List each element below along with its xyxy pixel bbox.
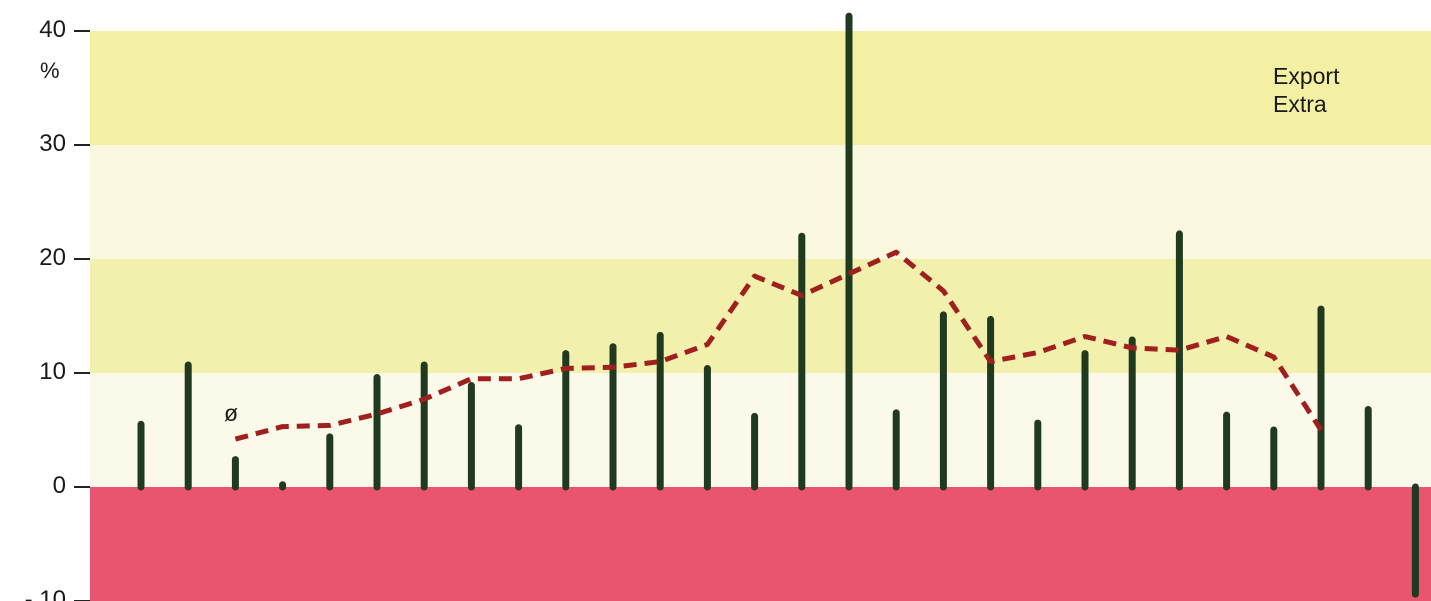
background-band-0: [90, 31, 1431, 145]
y-tick-label: 20: [39, 244, 66, 271]
average-line-series: [234, 249, 1324, 442]
background-band-1: [90, 145, 1431, 259]
legend-entry-extra: Extra: [1273, 91, 1327, 117]
y-tick-label: 40: [39, 16, 66, 43]
background-band-3: [90, 373, 1431, 487]
y-tick-label: 10: [39, 358, 66, 385]
background-band-4: [90, 487, 1431, 601]
y-axis: 40 30 20 10 0 - 10: [25, 16, 90, 601]
y-tick-label: 0: [53, 472, 66, 499]
y-unit-label: %: [40, 58, 60, 83]
y-tick-label: 30: [39, 130, 66, 157]
bar-series: [137, 12, 1419, 598]
background-bands: [90, 31, 1431, 601]
y-tick-label: - 10: [25, 586, 66, 601]
legend-entry-export: Export: [1273, 63, 1340, 89]
average-symbol-label: ø: [224, 400, 238, 426]
average-line: [234, 249, 1324, 442]
